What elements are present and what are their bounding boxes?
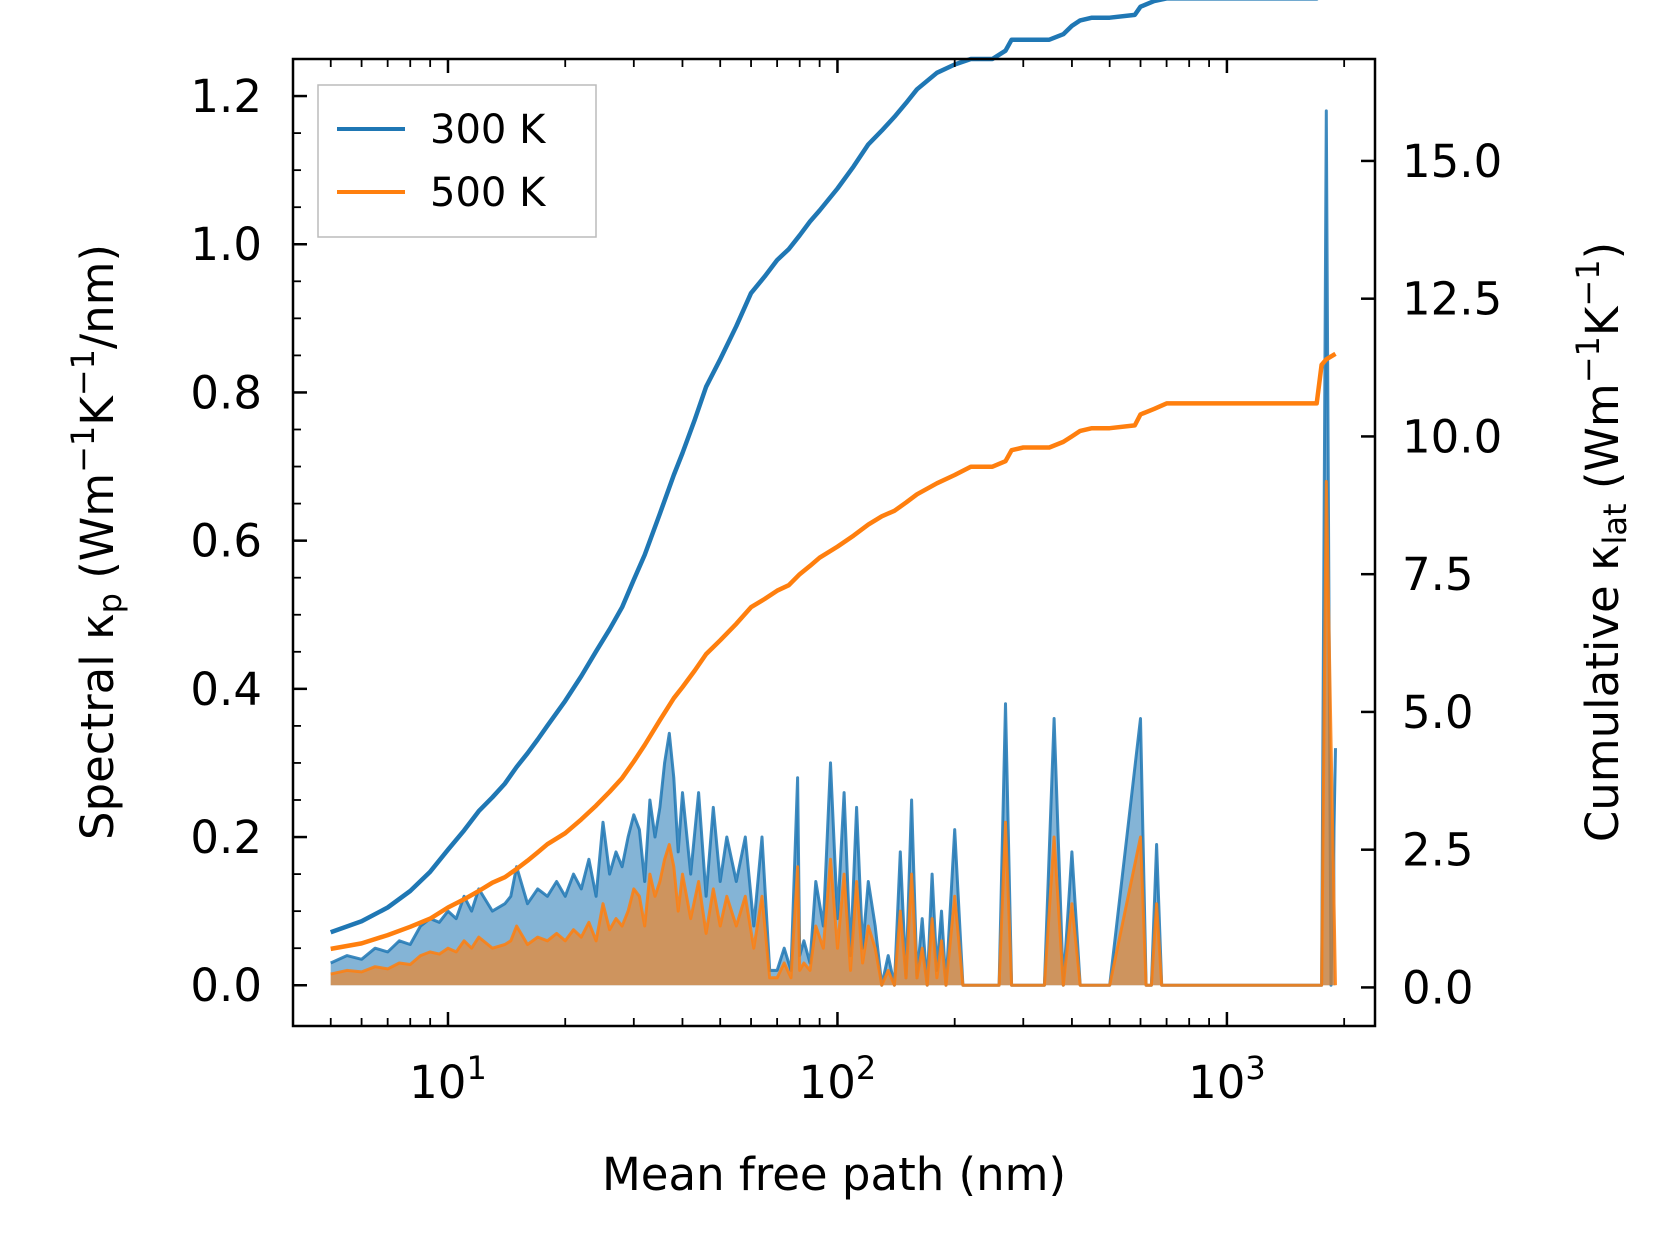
y-right-tick-label: 12.5 — [1402, 273, 1502, 326]
right-y-title-units-close: ) — [1576, 242, 1629, 260]
y-right-tick-label: 7.5 — [1402, 548, 1474, 601]
left-y-title-sup1: −1 — [64, 426, 102, 473]
x-tick-label-base: 10 — [799, 1056, 856, 1109]
x-tick-label-exp: 2 — [856, 1049, 876, 1087]
legend-box — [317, 84, 597, 238]
legend: 300 K 500 K — [317, 84, 597, 238]
left-y-axis-title: Spectral κp (Wm−1K−1/nm) — [64, 244, 129, 840]
y-right-tick-label: 0.0 — [1402, 961, 1474, 1014]
y-left-tick-label: 0.6 — [190, 515, 262, 568]
y-right-tick-label: 15.0 — [1402, 135, 1502, 188]
right-y-title-main: Cumulative κ — [1576, 545, 1629, 843]
y-left-tick-label: 0.8 — [190, 366, 262, 419]
y-left-tick-label: 0.2 — [190, 811, 262, 864]
y-left-tick-label: 0.4 — [190, 663, 262, 716]
right-y-title-sup1: −1 — [1569, 336, 1607, 383]
y-left-tick-label: 0.0 — [190, 959, 262, 1012]
right-y-axis-title: Cumulative κlat (Wm−1K−1) — [1569, 242, 1634, 842]
x-tick-label: 102 — [799, 1049, 877, 1109]
x-axis-title: Mean free path (nm) — [602, 1148, 1066, 1201]
left-y-title-sub: p — [91, 593, 129, 613]
left-y-title-sup2: −1 — [64, 349, 102, 396]
legend-label-500k: 500 K — [430, 170, 547, 216]
left-y-title-units-mid: K — [71, 395, 124, 426]
spectral-areas — [330, 109, 1337, 987]
x-tick-label: 103 — [1188, 1049, 1266, 1109]
legend-label-300k: 300 K — [430, 107, 547, 153]
y-left-tick-label: 1.0 — [190, 218, 262, 271]
right-y-title-units-mid: K — [1576, 305, 1629, 336]
x-tick-label-base: 10 — [409, 1056, 466, 1109]
cumulative-line-300k — [329, 0, 1319, 935]
x-tick-label-base: 10 — [1188, 1056, 1245, 1109]
cumulative-lines — [329, 0, 1337, 952]
left-y-title-units-close: /nm) — [71, 244, 124, 349]
plot-frame — [291, 57, 1377, 1028]
y-left-tick-label: 1.2 — [190, 70, 262, 123]
right-y-title-units-open: (Wm — [1576, 383, 1629, 503]
left-y-title-units-open: (Wm — [71, 473, 124, 593]
y-right-tick-label: 2.5 — [1402, 824, 1474, 877]
x-tick-label-exp: 3 — [1245, 1049, 1265, 1087]
left-y-title-main: Spectral κ — [71, 613, 124, 840]
right-y-title-sub: lat — [1596, 503, 1634, 544]
axis-ticks: 101 102 1030.00.20.40.60.81.01.20.02.55.07… — [190, 59, 1502, 1109]
y-right-tick-label: 10.0 — [1402, 410, 1502, 463]
x-tick-label: 101 — [409, 1049, 487, 1109]
cumulative-line-500k — [330, 351, 1337, 952]
x-tick-label-exp: 1 — [466, 1049, 486, 1087]
y-right-tick-label: 5.0 — [1402, 686, 1474, 739]
right-y-title-sup2: −1 — [1569, 259, 1607, 306]
spectral-line-500k — [330, 479, 1337, 987]
